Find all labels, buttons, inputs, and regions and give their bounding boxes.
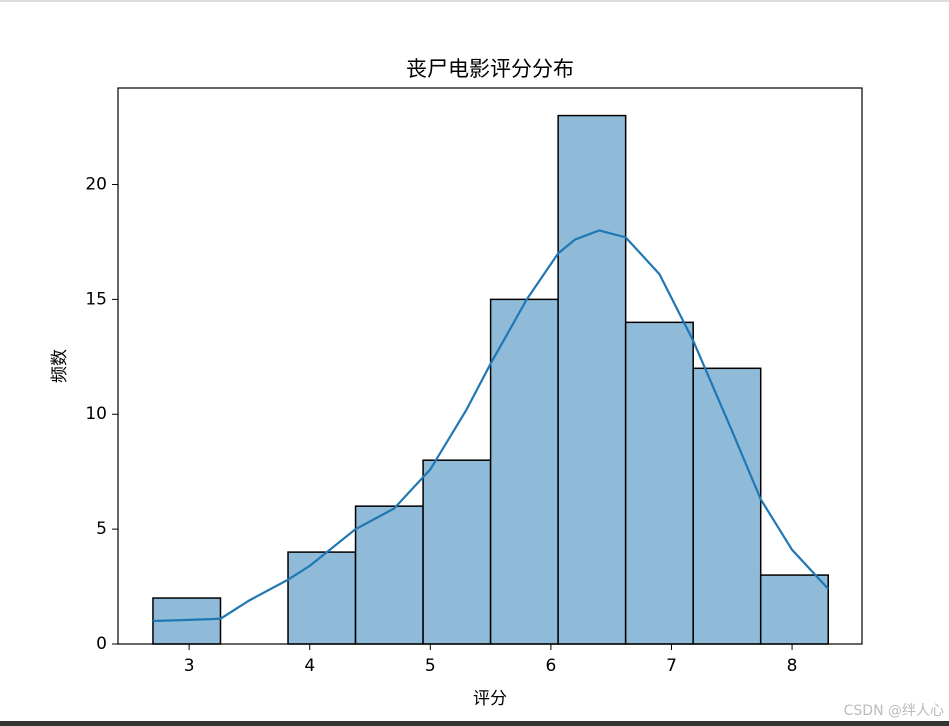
plot-frame xyxy=(117,87,863,645)
bar xyxy=(354,505,424,645)
bar xyxy=(759,574,829,645)
x-tick-label: 5 xyxy=(425,656,436,676)
x-axis-label: 评分 xyxy=(473,689,507,709)
bar xyxy=(422,459,492,645)
y-tick-label: 20 xyxy=(85,174,107,194)
kde-line xyxy=(152,229,830,623)
watermark: CSDN @绊人心 xyxy=(844,703,944,719)
chart-title: 丧尸电影评分分布 xyxy=(406,57,574,81)
y-tick-label: 5 xyxy=(96,519,107,539)
y-tick-label: 15 xyxy=(85,289,107,309)
bar xyxy=(489,298,559,645)
y-tick-label: 0 xyxy=(96,634,107,654)
bar xyxy=(692,367,762,645)
y-tick-label: 10 xyxy=(85,404,107,424)
x-tick-label: 6 xyxy=(545,656,556,676)
window-edge xyxy=(0,721,949,726)
x-tick-label: 3 xyxy=(184,656,195,676)
bar xyxy=(624,321,694,645)
x-tick-label: 4 xyxy=(304,656,315,676)
bar xyxy=(287,551,357,645)
bar xyxy=(557,114,627,645)
x-tick-label: 8 xyxy=(787,656,798,676)
y-axis-label: 频数 xyxy=(50,349,70,383)
x-tick-label: 7 xyxy=(666,656,677,676)
